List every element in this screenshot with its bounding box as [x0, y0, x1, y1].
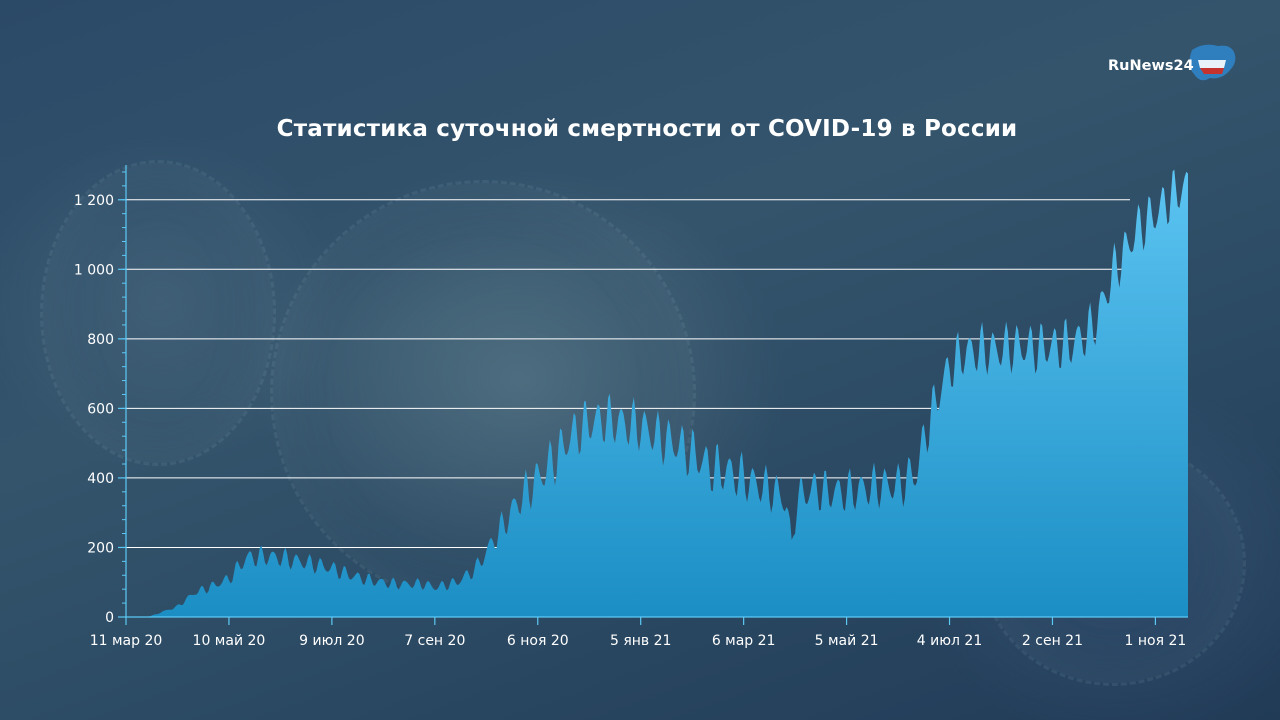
- x-tick-label: 11 мар 20: [90, 633, 163, 649]
- x-tick-label: 4 июл 21: [917, 633, 982, 649]
- x-tick-label: 5 янв 21: [610, 633, 671, 649]
- x-tick-label: 5 май 21: [815, 633, 879, 649]
- x-tick-label: 10 май 20: [193, 633, 266, 649]
- series-area-daily-deaths: [126, 169, 1188, 617]
- x-tick-label: 6 мар 21: [712, 633, 776, 649]
- background-virus-decoration: [40, 160, 276, 466]
- x-tick-label: 7 сен 20: [404, 633, 465, 649]
- brand-logo-text: RuNews24: [1108, 58, 1194, 74]
- x-tick-label: 2 сен 21: [1022, 633, 1083, 649]
- y-tick-label: 800: [87, 332, 114, 348]
- y-tick-label: 0: [105, 610, 114, 626]
- y-tick-label: 200: [87, 540, 114, 556]
- x-tick-label: 6 ноя 20: [507, 633, 569, 649]
- y-tick-label: 1 000: [74, 262, 114, 278]
- brand-logo: RuNews24: [1100, 40, 1240, 88]
- y-tick-label: 400: [87, 471, 114, 487]
- x-tick-label: 9 июл 20: [299, 633, 364, 649]
- russia-map-icon: [1189, 44, 1236, 81]
- y-tick-label: 1 200: [74, 193, 114, 209]
- x-tick-label: 1 ноя 21: [1125, 633, 1187, 649]
- y-tick-label: 600: [87, 401, 114, 417]
- chart-title: Статистика суточной смертности от COVID-…: [276, 116, 1018, 142]
